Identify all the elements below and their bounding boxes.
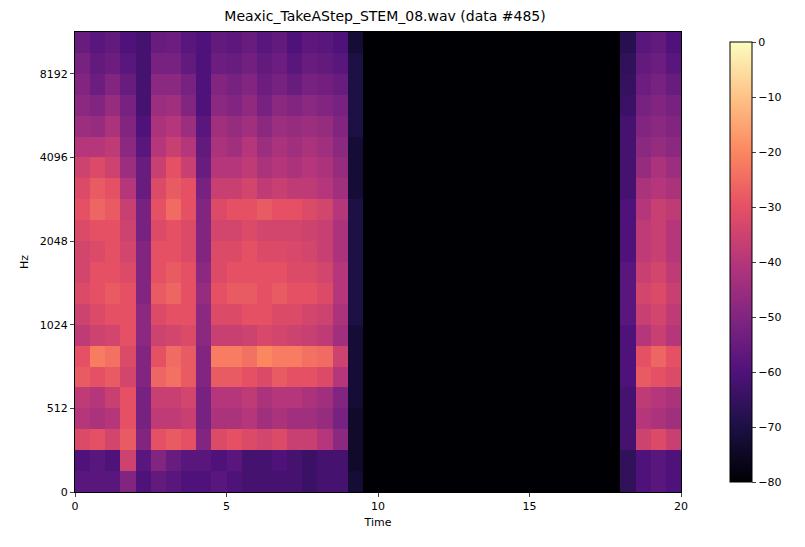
- svg-text:−10: −10: [758, 91, 781, 104]
- svg-text:−50: −50: [758, 311, 781, 324]
- svg-text:1024: 1024: [40, 319, 68, 332]
- svg-text:2048: 2048: [40, 235, 68, 248]
- svg-text:−70: −70: [758, 421, 781, 434]
- svg-text:4096: 4096: [40, 151, 68, 164]
- svg-text:−80: −80: [758, 476, 781, 489]
- svg-text:−60: −60: [758, 366, 781, 379]
- svg-text:Time: Time: [364, 516, 392, 529]
- svg-text:−40: −40: [758, 256, 781, 269]
- svg-text:0: 0: [758, 36, 765, 49]
- svg-text:5: 5: [223, 500, 230, 513]
- svg-text:20: 20: [674, 500, 688, 513]
- svg-text:8192: 8192: [40, 68, 68, 81]
- svg-text:Meaxic_TakeAStep_STEM_08.wav (: Meaxic_TakeAStep_STEM_08.wav (data #485): [224, 8, 545, 24]
- svg-text:0: 0: [72, 500, 79, 513]
- svg-text:0: 0: [61, 486, 68, 499]
- svg-text:−20: −20: [758, 146, 781, 159]
- svg-text:−30: −30: [758, 201, 781, 214]
- svg-text:10: 10: [371, 500, 385, 513]
- svg-text:Hz: Hz: [18, 255, 31, 269]
- svg-text:512: 512: [47, 402, 68, 415]
- svg-text:15: 15: [523, 500, 537, 513]
